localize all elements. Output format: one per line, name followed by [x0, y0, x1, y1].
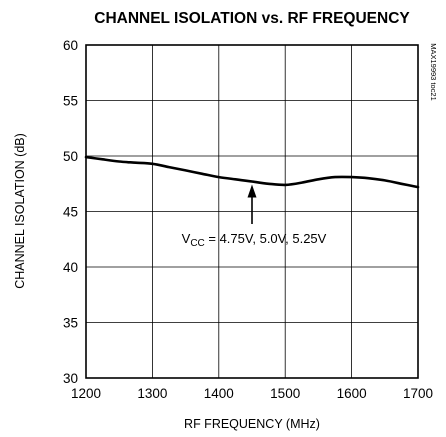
x-tick-label: 1200	[71, 386, 101, 401]
y-tick-label: 35	[63, 316, 78, 331]
plot-area	[84, 155, 420, 189]
annotation-label: VCC = 4.75V, 5.0V, 5.25V	[182, 231, 327, 249]
chart-title: CHANNEL ISOLATION vs. RF FREQUENCY	[94, 10, 410, 27]
x-tick-label: 1400	[204, 386, 234, 401]
annotation-v: V	[182, 231, 191, 246]
y-axis-label: CHANNEL ISOLATION (dB)	[13, 133, 27, 289]
annotation-arrow-head	[247, 184, 257, 198]
y-tick-label: 60	[63, 38, 78, 53]
annotation-subscript: CC	[190, 238, 204, 249]
side-label: MAX19993 toc21	[429, 43, 438, 101]
y-tick-label: 30	[63, 371, 78, 386]
y-tick-label: 40	[63, 260, 78, 275]
y-tick-label: 50	[63, 149, 78, 164]
plot-frame	[85, 44, 419, 379]
x-tick-labels: 1200 1300 1400 1500 1600 1700	[71, 386, 433, 401]
series-line	[84, 155, 420, 189]
annotation-values: = 4.75V, 5.0V, 5.25V	[205, 231, 327, 246]
annotation: VCC = 4.75V, 5.0V, 5.25V	[182, 184, 327, 249]
y-tick-label: 55	[63, 94, 78, 109]
x-tick-label: 1600	[337, 386, 367, 401]
y-tick-labels: 30 35 40 45 50 55 60	[63, 38, 78, 386]
x-tick-label: 1300	[137, 386, 167, 401]
y-tick-label: 45	[63, 205, 78, 220]
x-tick-label: 1500	[270, 386, 300, 401]
x-tick-label: 1700	[403, 386, 433, 401]
x-axis-label: RF FREQUENCY (MHz)	[184, 417, 320, 431]
